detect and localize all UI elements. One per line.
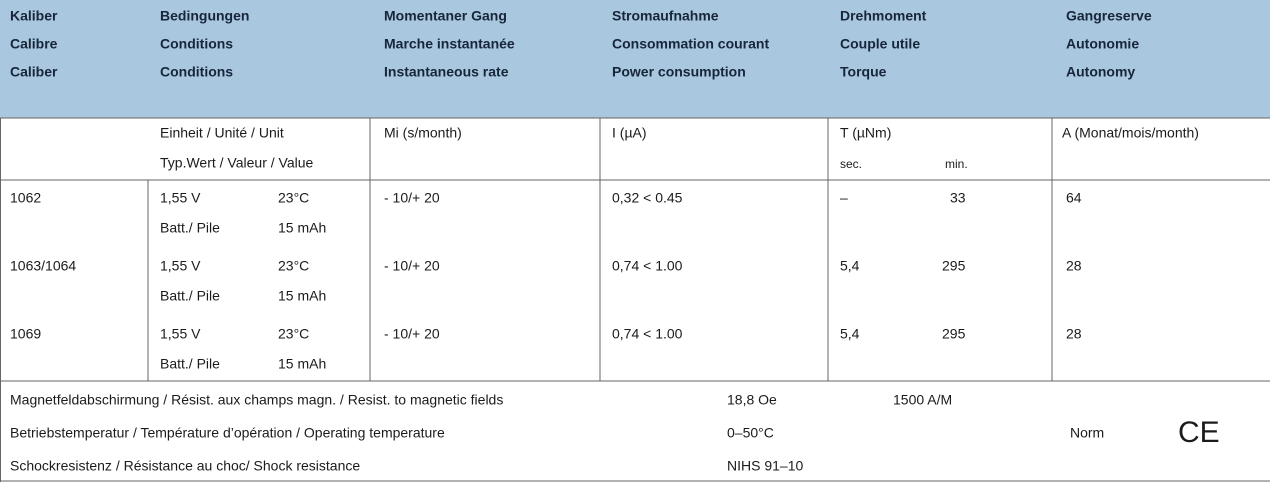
unit-label: T (µNm) [840, 125, 891, 141]
footer-value: NIHS 91–10 [727, 458, 803, 474]
unit-label: Mi (s/month) [384, 125, 462, 141]
condition: 15 mAh [278, 220, 326, 236]
header-cell: Power consumption [612, 64, 746, 80]
ce-mark: CE [1178, 416, 1220, 449]
header-cell: Conditions [160, 64, 233, 80]
torque-sec: – [840, 190, 848, 206]
header-cell: Bedingungen [160, 8, 249, 24]
unit-label: I (µA) [612, 125, 647, 141]
header-cell: Torque [840, 64, 887, 80]
header-background [0, 0, 1270, 118]
torque-min: 295 [942, 258, 966, 274]
header-cell: Conditions [160, 36, 233, 52]
condition: 15 mAh [278, 288, 326, 304]
header-cell: Drehmoment [840, 8, 927, 24]
reserve: 28 [1066, 258, 1082, 274]
caliber: 1063/1064 [10, 258, 76, 274]
caliber: 1062 [10, 190, 41, 206]
current: 0,32 < 0.45 [612, 190, 683, 206]
torque-sec: 5,4 [840, 258, 860, 274]
torque-min: 295 [942, 326, 966, 342]
condition: 1,55 V [160, 258, 201, 274]
header-cell: Stromaufnahme [612, 8, 719, 24]
footer-value: 1500 A/M [893, 392, 952, 408]
header-cell: Autonomy [1066, 64, 1135, 80]
footer-value: 18,8 Oe [727, 392, 777, 408]
header-cell: Gangreserve [1066, 8, 1152, 24]
header-cell: Couple utile [840, 36, 920, 52]
header-cell: Kaliber [10, 8, 58, 24]
unit-label: Typ.Wert / Valeur / Value [160, 155, 314, 171]
unit-sub: sec. [840, 157, 862, 171]
header-cell: Instantaneous rate [384, 64, 509, 80]
condition: Batt./ Pile [160, 220, 220, 236]
unit-label: Einheit / Unité / Unit [160, 125, 284, 141]
header-cell: Consommation courant [612, 36, 769, 52]
condition: 15 mAh [278, 356, 326, 372]
footer-label: Schockresistenz / Résistance au choc/ Sh… [10, 458, 360, 474]
unit-label: A (Monat/mois/month) [1062, 125, 1199, 141]
header-cell: Calibre [10, 36, 58, 52]
condition: 23°C [278, 190, 309, 206]
unit-sub: min. [945, 157, 968, 171]
torque-sec: 5,4 [840, 326, 860, 342]
current: 0,74 < 1.00 [612, 326, 683, 342]
condition: Batt./ Pile [160, 356, 220, 372]
condition: 1,55 V [160, 190, 201, 206]
current: 0,74 < 1.00 [612, 258, 683, 274]
norm-label: Norm [1070, 425, 1104, 441]
footer-label: Magnetfeldabschirmung / Résist. aux cham… [10, 392, 503, 408]
header-cell: Autonomie [1066, 36, 1139, 52]
rate: - 10/+ 20 [384, 326, 440, 342]
condition: Batt./ Pile [160, 288, 220, 304]
footer-label: Betriebstemperatur / Température d’opéra… [10, 425, 445, 441]
footer-value: 0–50°C [727, 425, 774, 441]
reserve: 28 [1066, 326, 1082, 342]
header-cell: Caliber [10, 64, 58, 80]
header-cell: Marche instantanée [384, 36, 515, 52]
condition: 23°C [278, 326, 309, 342]
header-cell: Momentaner Gang [384, 8, 507, 24]
reserve: 64 [1066, 190, 1082, 206]
torque-min: 33 [950, 190, 966, 206]
rate: - 10/+ 20 [384, 190, 440, 206]
condition: 23°C [278, 258, 309, 274]
condition: 1,55 V [160, 326, 201, 342]
rate: - 10/+ 20 [384, 258, 440, 274]
caliber: 1069 [10, 326, 41, 342]
